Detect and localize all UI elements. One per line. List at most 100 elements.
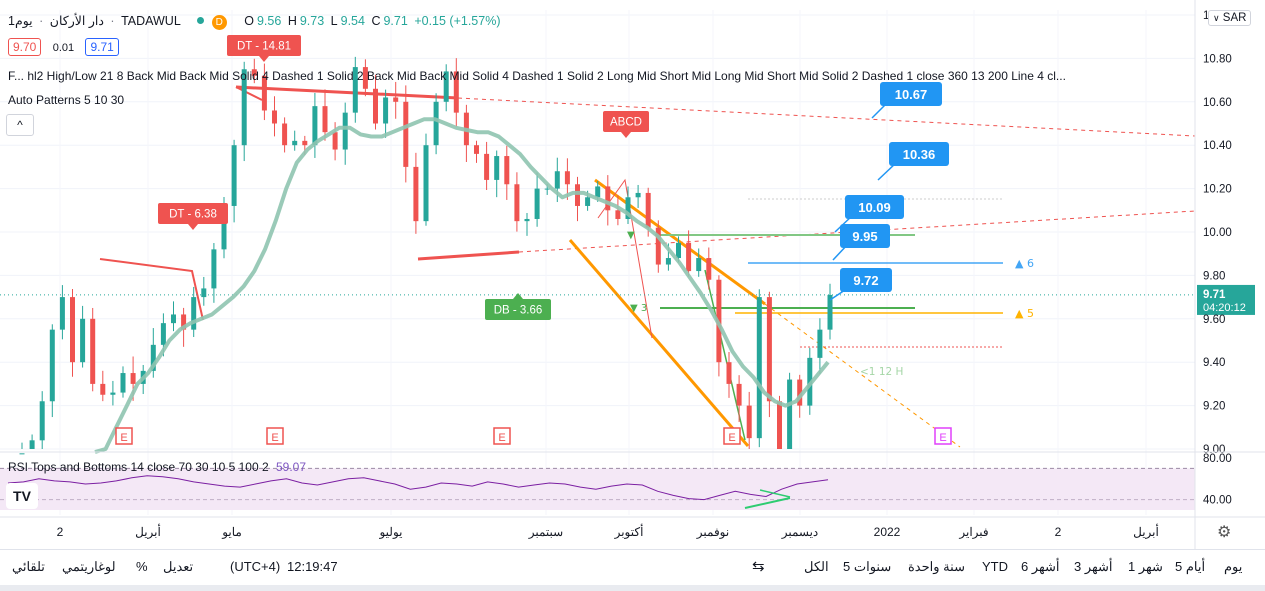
target-callout-text: 10.67 bbox=[895, 87, 928, 102]
time-tick-label: أبريل bbox=[1133, 524, 1159, 539]
candle-body bbox=[575, 184, 580, 206]
low-value: 9.54 bbox=[340, 14, 365, 28]
exchange-label: TADAWUL bbox=[121, 14, 181, 28]
tradingview-logo-icon[interactable]: TV bbox=[6, 483, 38, 509]
spread-value: 0.01 bbox=[52, 42, 75, 54]
time-tick-label: ديسمبر bbox=[781, 525, 819, 539]
double-top-neckline bbox=[235, 85, 459, 100]
pattern-label-box bbox=[227, 35, 301, 56]
currency-selector[interactable]: ∨ SAR bbox=[1208, 10, 1252, 26]
pattern-drawings bbox=[0, 85, 1196, 448]
candle-body bbox=[413, 166, 419, 222]
green-leg-line bbox=[704, 269, 746, 441]
earnings-event-marker bbox=[266, 427, 284, 445]
time-tick-label: نوفمبر bbox=[696, 525, 729, 539]
collapse-legend-button[interactable]: ^ bbox=[6, 114, 34, 136]
pattern-label-text: ABCD bbox=[610, 117, 642, 129]
target-callout-text: 10.09 bbox=[858, 200, 891, 215]
high-label: H bbox=[287, 14, 297, 28]
current-price-text: 9.71 bbox=[1203, 289, 1226, 301]
range-5d[interactable]: 5 أيام bbox=[1175, 559, 1206, 574]
candle-body bbox=[726, 362, 732, 384]
candle-body bbox=[817, 329, 823, 358]
interval-label[interactable]: يوم1 bbox=[8, 14, 33, 28]
timezone-label[interactable]: (UTC+4) bbox=[230, 559, 281, 574]
ask-button[interactable]: 9.71 bbox=[85, 38, 119, 56]
double-top-pattern-small bbox=[99, 258, 204, 321]
candle-body bbox=[777, 401, 782, 449]
date-range-icon[interactable]: ⇆ bbox=[752, 558, 765, 575]
high-value: 9.73 bbox=[299, 14, 325, 28]
rsi-legend[interactable]: RSI Tops and Bottoms 14 close 70 30 10 5… bbox=[8, 460, 306, 474]
candle-body bbox=[39, 401, 45, 441]
range-1d[interactable]: يوم bbox=[1224, 559, 1243, 574]
symbol-name[interactable]: دار الأركان bbox=[49, 14, 104, 28]
candle-body bbox=[766, 297, 772, 402]
currency-label: SAR bbox=[1222, 12, 1247, 24]
rsi-value: 59.07 bbox=[275, 460, 306, 474]
pattern-label-pointer bbox=[513, 293, 523, 299]
small-label-3: ▼ 3 bbox=[630, 303, 647, 314]
range-3m[interactable]: 3 أشهر bbox=[1074, 559, 1113, 574]
candle-body bbox=[292, 140, 298, 146]
earnings-event-marker bbox=[115, 427, 133, 445]
change-value: +0.15 (+1.57%) bbox=[414, 14, 501, 28]
range-6m[interactable]: 6 أشهر bbox=[1021, 559, 1060, 574]
indicator-legend-2[interactable]: Auto Patterns 5 10 30 bbox=[8, 93, 125, 107]
candle-body bbox=[433, 101, 439, 146]
candle-body bbox=[534, 188, 540, 219]
candle-body bbox=[443, 71, 449, 102]
earnings-event-marker bbox=[723, 427, 741, 445]
candle-body bbox=[423, 145, 429, 222]
price-tick-label: 9.60 bbox=[1203, 314, 1225, 326]
bid-button[interactable]: 9.70 bbox=[8, 38, 42, 56]
target-callout-box bbox=[880, 82, 942, 106]
candle-body bbox=[665, 258, 671, 265]
target-callout-box bbox=[845, 195, 904, 219]
target-callout-text: 10.36 bbox=[903, 147, 936, 162]
candle-body bbox=[494, 156, 500, 180]
adjust-option[interactable]: تعديل bbox=[163, 559, 194, 574]
candle-body bbox=[393, 97, 399, 102]
time-tick-label: 2 bbox=[1055, 525, 1062, 539]
price-tick-label: 9.00 bbox=[1203, 444, 1225, 456]
rsi-tick-label: 80.00 bbox=[1203, 453, 1232, 465]
close-value: 9.71 bbox=[383, 14, 408, 28]
range-5y[interactable]: 5 سنوات bbox=[843, 559, 892, 574]
log-scale-option[interactable]: لوغاريتمي bbox=[62, 559, 116, 574]
range-all[interactable]: الكل bbox=[804, 559, 829, 574]
chart-header: دار الأركان · يوم1 · TADAWUL D O 9.56 H 9.… bbox=[8, 14, 501, 30]
range-ytd[interactable]: YTD bbox=[982, 559, 1008, 574]
candle-body bbox=[29, 440, 35, 449]
earnings-event-marker bbox=[934, 427, 952, 445]
overlay-labels: DT - 14.81 DT - 6.38 DB - 3.66 ABCD 10.67 10.… bbox=[115, 35, 1255, 445]
pattern-label-box bbox=[158, 203, 228, 224]
range-1m[interactable]: 1 شهر bbox=[1128, 559, 1163, 574]
candle-body bbox=[544, 188, 550, 190]
small-label-h: <1 12 H bbox=[860, 366, 903, 378]
settings-gear-icon[interactable]: ⚙ bbox=[1217, 524, 1232, 541]
level-marker-5: ▲ 5 bbox=[1015, 307, 1034, 320]
indicator-legend-1[interactable]: F... hl2 High/Low 21 8 Back Mid Back Mid… bbox=[8, 69, 1066, 83]
candle-body bbox=[827, 294, 833, 330]
range-1y[interactable]: سنة واحدة bbox=[908, 559, 965, 574]
candle-body bbox=[150, 344, 156, 371]
abcd-upper-line bbox=[594, 178, 766, 306]
candle-body bbox=[100, 383, 106, 395]
pattern-label-text: DT - 6.38 bbox=[169, 209, 217, 221]
candle-body bbox=[272, 110, 277, 124]
time-tick-label: أبريل bbox=[135, 524, 161, 539]
price-tick-label: 10.40 bbox=[1203, 140, 1232, 152]
level-marker-6: ▲ 6 bbox=[1015, 257, 1034, 270]
candle-body bbox=[352, 67, 358, 113]
candle-body bbox=[221, 205, 227, 250]
auto-scale-option[interactable]: تلقائي bbox=[12, 559, 45, 574]
dividend-badge[interactable]: D bbox=[211, 15, 227, 30]
target-callout-box bbox=[840, 268, 892, 292]
earnings-event-text: E bbox=[271, 432, 278, 444]
percent-scale-option[interactable]: % bbox=[136, 559, 148, 574]
abcd-projection bbox=[764, 303, 961, 448]
price-tick-label: 10.00 bbox=[1203, 227, 1232, 239]
close-label: C bbox=[371, 14, 381, 28]
